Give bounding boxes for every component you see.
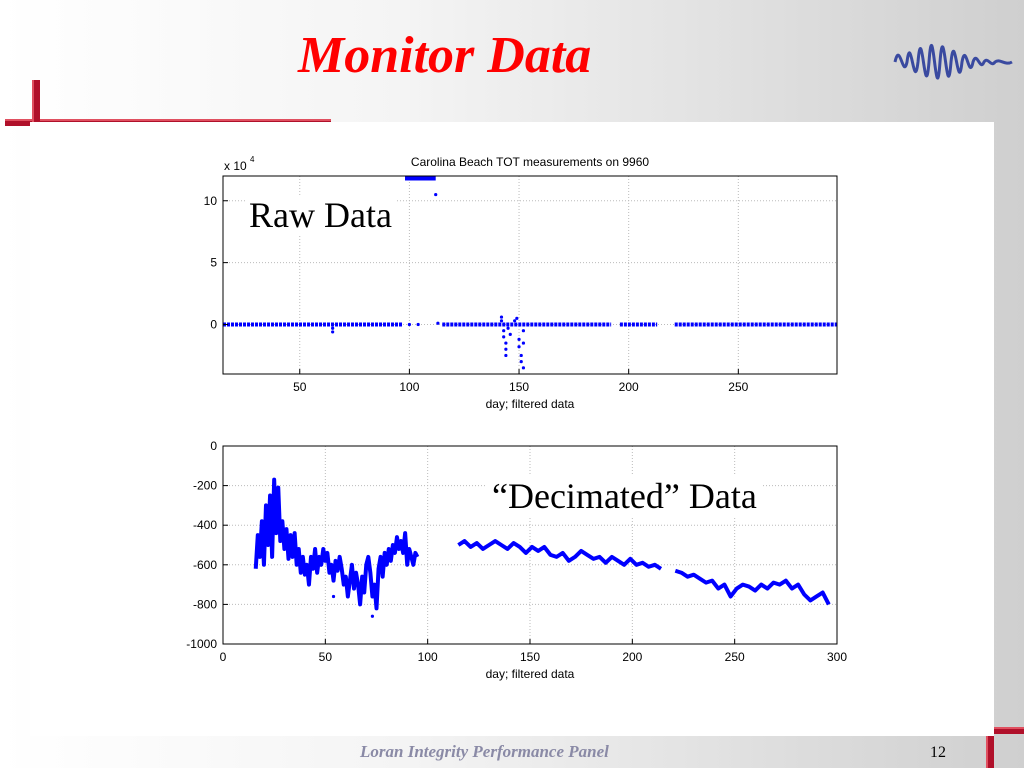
page-number: 12: [930, 744, 946, 761]
chart1-point: [416, 322, 420, 327]
chart1-exponent-label: x 10: [224, 159, 247, 173]
chart2-frame: [222, 445, 838, 645]
chart1-point: [519, 353, 523, 358]
chart1-point: [504, 347, 508, 351]
chart1-frame: [222, 175, 838, 375]
chart2-x-axis-label: day; filtered data: [486, 667, 575, 681]
chart1-point: [517, 345, 521, 349]
chart1-point: [519, 360, 523, 364]
chart1-point: [504, 341, 508, 345]
chart1-point: [434, 192, 438, 197]
chart2-x-tick-label: 50: [319, 650, 333, 664]
chart1-point: [331, 326, 335, 330]
chart1-y-tick-label: 0: [210, 318, 217, 332]
raw-data-label: Raw Data: [246, 196, 395, 234]
chart1-point: [517, 337, 521, 341]
chart1-x-tick-label: 200: [619, 380, 639, 394]
chart1-x-tick-label: 250: [728, 380, 748, 394]
chart1-point: [331, 330, 335, 334]
chart1-ticks: 50 100 150 200 250 0 5 10: [204, 194, 749, 394]
decimated-data-label: “Decimated” Data: [486, 476, 763, 516]
chart2-ticks: 0 50 100 150 200 250 300 0 -200 -400 -600 -800 -1000: [186, 439, 847, 664]
chart2-x-tick-label: 250: [725, 650, 745, 664]
chart2-y-tick-label: -400: [193, 518, 217, 532]
chart2-y-tick-label: -1000: [186, 637, 217, 651]
slide-title: Monitor Data: [298, 27, 592, 84]
chart2-y-tick-label: -800: [193, 597, 217, 611]
chart1-x-tick-label: 50: [293, 380, 307, 394]
chart1-point: [506, 326, 510, 330]
chart1-point: [499, 319, 504, 323]
footer-text: Loran Integrity Performance Panel: [360, 742, 609, 761]
chart2-y-tick-label: -200: [193, 479, 217, 493]
chart1-x-tick-label: 100: [399, 380, 419, 394]
chart2-point: [331, 594, 336, 599]
chart1-point: [508, 332, 512, 336]
chart1-exponent: 4: [250, 155, 255, 164]
chart2-y-tick-label: 0: [210, 439, 217, 453]
chart2-point: [370, 614, 375, 618]
chart2-x-tick-label: 200: [622, 650, 642, 664]
chart1-point: [502, 335, 506, 339]
chart1-point: [521, 366, 526, 370]
chart1-y-tick-label: 10: [204, 194, 218, 208]
chart1-point: [436, 321, 440, 325]
chart1-y-tick-label: 5: [210, 256, 217, 270]
chart1-x-tick-label: 150: [509, 380, 529, 394]
chart1-point: [521, 329, 526, 333]
chart2-series-2-line: [457, 539, 663, 571]
chart1-point: [521, 341, 526, 345]
chart1-point: [504, 353, 508, 358]
chart1-title: Carolina Beach TOT measurements on 9960: [411, 155, 649, 169]
chart1-point: [513, 319, 517, 323]
chart1-point: [407, 322, 411, 327]
waveform-logo-icon: [893, 44, 1013, 80]
chart1-x-axis-label: day; filtered data: [486, 397, 575, 411]
chart2-series-1-line: [253, 477, 420, 611]
chart2-y-tick-label: -600: [193, 558, 217, 572]
chart2-marks: [253, 477, 831, 618]
chart1-point: [499, 315, 504, 319]
chart1-point: [515, 316, 519, 320]
chart2-x-tick-label: 300: [827, 650, 847, 664]
chart-panel: [30, 122, 994, 736]
chart2-x-tick-label: 0: [220, 650, 227, 664]
chart2-x-tick-label: 100: [418, 650, 438, 664]
chart2-x-tick-label: 150: [520, 650, 540, 664]
chart1-point: [502, 329, 506, 333]
chart1-marks: [223, 176, 837, 370]
chart2-series-3-line: [674, 568, 831, 606]
